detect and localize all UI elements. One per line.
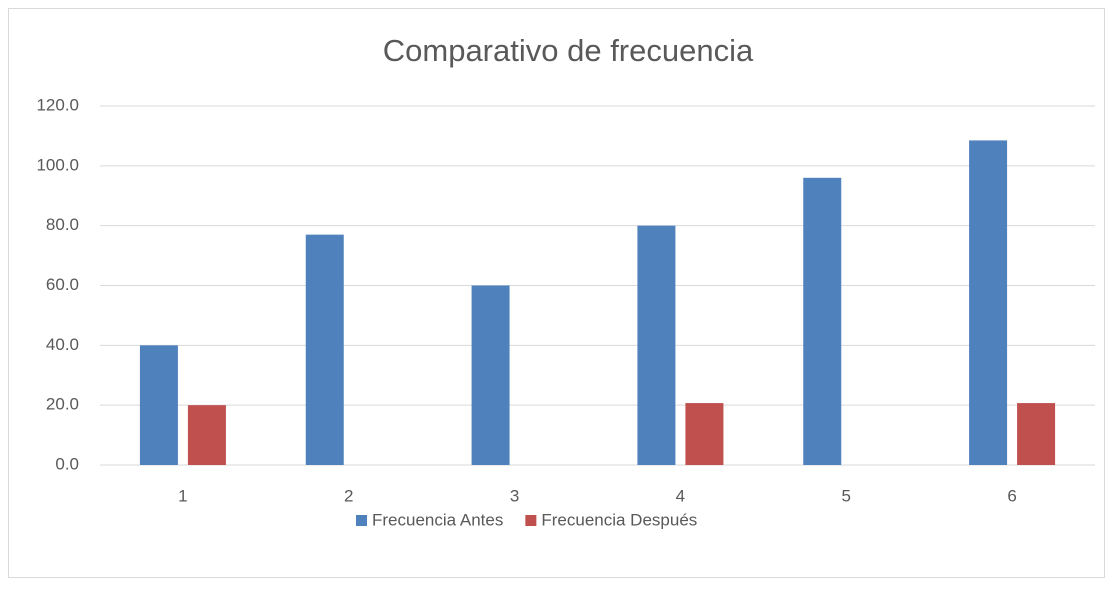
bar — [803, 177, 842, 466]
legend-label: Frecuencia Después — [541, 510, 697, 529]
bar — [685, 403, 724, 465]
bar — [139, 345, 178, 465]
legend-label: Frecuencia Antes — [372, 510, 503, 529]
y-tick-label: 40.0 — [46, 335, 79, 354]
bar — [471, 285, 510, 465]
y-tick-label: 120.0 — [36, 95, 79, 114]
chart-border — [8, 8, 1105, 578]
x-tick-label: 6 — [1007, 486, 1016, 505]
x-tick-label: 5 — [842, 486, 851, 505]
y-tick-label: 0.0 — [55, 454, 79, 473]
x-tick-label: 4 — [676, 486, 685, 505]
legend-swatch — [525, 515, 537, 526]
legend-swatch — [356, 515, 367, 526]
bar — [637, 225, 676, 465]
y-tick-label: 20.0 — [46, 395, 79, 414]
bar — [305, 234, 344, 465]
y-tick-label: 60.0 — [46, 275, 79, 294]
y-tick-label: 80.0 — [46, 215, 79, 234]
x-tick-label: 3 — [510, 486, 519, 505]
x-tick-label: 2 — [344, 486, 353, 505]
chart-title: Comparativo de frecuencia — [383, 33, 754, 68]
bar — [1017, 403, 1056, 465]
x-tick-label: 1 — [178, 486, 187, 505]
y-tick-label: 100.0 — [36, 155, 79, 174]
bar — [187, 405, 226, 465]
bar — [969, 140, 1008, 465]
